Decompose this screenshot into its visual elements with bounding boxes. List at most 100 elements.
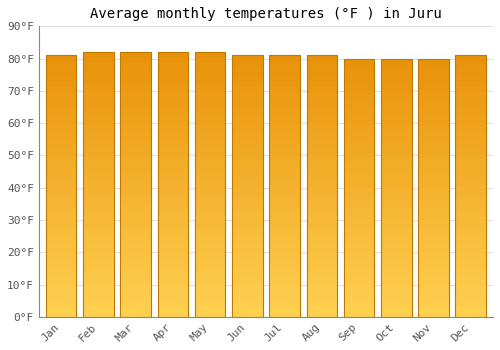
- Bar: [232, 139, 262, 144]
- Bar: [195, 169, 226, 174]
- Bar: [83, 301, 114, 306]
- Bar: [83, 216, 114, 222]
- Bar: [158, 100, 188, 105]
- Bar: [344, 58, 374, 64]
- Bar: [158, 274, 188, 280]
- Bar: [306, 228, 337, 233]
- Bar: [83, 264, 114, 269]
- Bar: [306, 259, 337, 265]
- Bar: [270, 170, 300, 176]
- Bar: [195, 222, 226, 227]
- Bar: [306, 113, 337, 118]
- Bar: [344, 286, 374, 291]
- Bar: [344, 245, 374, 250]
- Bar: [381, 157, 412, 162]
- Bar: [46, 244, 76, 249]
- Bar: [195, 52, 226, 57]
- Bar: [270, 76, 300, 82]
- Bar: [232, 170, 262, 176]
- Bar: [232, 113, 262, 118]
- Bar: [344, 296, 374, 301]
- Bar: [418, 234, 448, 239]
- Bar: [83, 306, 114, 312]
- Bar: [46, 160, 76, 165]
- Bar: [120, 121, 151, 126]
- Bar: [456, 134, 486, 139]
- Bar: [418, 229, 448, 234]
- Bar: [270, 71, 300, 76]
- Bar: [456, 217, 486, 223]
- Bar: [158, 269, 188, 274]
- Bar: [195, 100, 226, 105]
- Bar: [306, 149, 337, 155]
- Bar: [306, 270, 337, 275]
- Bar: [456, 186, 486, 191]
- Bar: [232, 128, 262, 134]
- Bar: [158, 306, 188, 312]
- Bar: [381, 260, 412, 265]
- Bar: [418, 182, 448, 188]
- Bar: [381, 234, 412, 239]
- Bar: [158, 52, 188, 57]
- Bar: [270, 270, 300, 275]
- Bar: [83, 285, 114, 290]
- Bar: [344, 177, 374, 182]
- Bar: [232, 197, 262, 202]
- Bar: [158, 142, 188, 147]
- Bar: [232, 202, 262, 207]
- Bar: [83, 163, 114, 169]
- Bar: [83, 100, 114, 105]
- Bar: [195, 200, 226, 206]
- Bar: [381, 193, 412, 198]
- Bar: [270, 197, 300, 202]
- Bar: [418, 177, 448, 182]
- Bar: [158, 264, 188, 269]
- Bar: [120, 174, 151, 179]
- Bar: [120, 132, 151, 137]
- Bar: [158, 200, 188, 206]
- Bar: [232, 155, 262, 160]
- Bar: [418, 301, 448, 307]
- Bar: [270, 165, 300, 170]
- Bar: [232, 176, 262, 181]
- Bar: [418, 152, 448, 157]
- Bar: [232, 233, 262, 238]
- Bar: [418, 214, 448, 219]
- Bar: [270, 207, 300, 212]
- Bar: [232, 123, 262, 128]
- Bar: [344, 110, 374, 116]
- Bar: [306, 244, 337, 249]
- Bar: [270, 233, 300, 238]
- Bar: [418, 141, 448, 146]
- Bar: [46, 275, 76, 280]
- Bar: [120, 52, 151, 57]
- Bar: [270, 280, 300, 286]
- Bar: [120, 169, 151, 174]
- Bar: [418, 126, 448, 131]
- Bar: [120, 253, 151, 259]
- Bar: [381, 224, 412, 229]
- Bar: [270, 123, 300, 128]
- Bar: [46, 259, 76, 265]
- Bar: [306, 123, 337, 128]
- Bar: [456, 265, 486, 270]
- Bar: [232, 207, 262, 212]
- Bar: [418, 157, 448, 162]
- Bar: [158, 110, 188, 116]
- Bar: [158, 259, 188, 264]
- Bar: [456, 275, 486, 280]
- Bar: [344, 162, 374, 167]
- Bar: [381, 188, 412, 193]
- Bar: [344, 172, 374, 177]
- Bar: [381, 239, 412, 245]
- Bar: [381, 296, 412, 301]
- Bar: [306, 155, 337, 160]
- Bar: [120, 163, 151, 169]
- Bar: [232, 181, 262, 186]
- Bar: [381, 74, 412, 79]
- Bar: [83, 158, 114, 163]
- Bar: [83, 121, 114, 126]
- Bar: [232, 244, 262, 249]
- Bar: [344, 239, 374, 245]
- Bar: [195, 264, 226, 269]
